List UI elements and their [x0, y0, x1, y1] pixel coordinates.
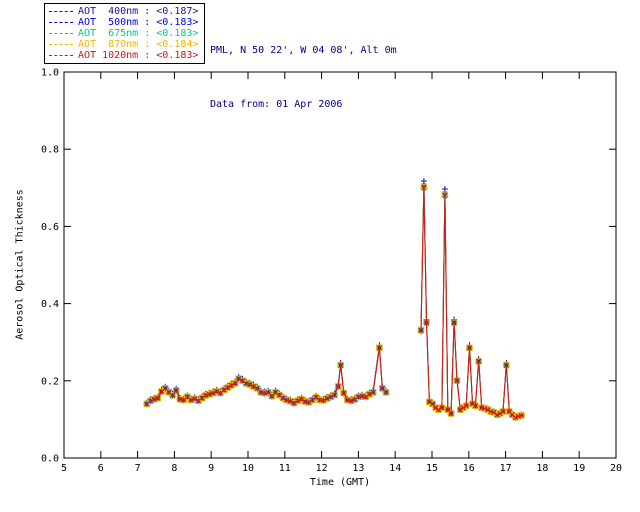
- x-tick-label: 9: [208, 463, 214, 474]
- x-tick-label: 12: [316, 463, 328, 474]
- x-tick-label: 7: [135, 463, 141, 474]
- legend-line-swatch: [49, 55, 73, 56]
- legend-entry-label: AOT 400nm : <0.187>: [78, 6, 199, 17]
- legend-entry-label: AOT 675nm : <0.183>: [78, 28, 199, 39]
- plot-frame: [63, 71, 617, 459]
- legend-entry-aot-500nm: AOT 500nm : <0.183>: [49, 17, 198, 28]
- legend-entry-aot-1020nm: AOT 1020nm : <0.183>: [49, 50, 198, 61]
- y-axis-label: Aerosol Optical Thickness: [14, 189, 26, 340]
- series-aot-1020nm: [144, 185, 524, 421]
- x-axis-ticks: 5 6 7 8 9 10 11 12 13 14 15 16 17 18 19 20: [61, 72, 622, 474]
- x-tick-label: 18: [536, 463, 548, 474]
- legend-line-swatch: [49, 33, 73, 34]
- legend-entry-label: AOT 500nm : <0.183>: [78, 17, 199, 28]
- legend-entry-label: AOT 1020nm : <0.183>: [78, 50, 199, 61]
- header-block: PML, N 50 22', W 04 08', Alt 0m Data fro…: [210, 6, 397, 150]
- legend-line-swatch: [49, 11, 73, 12]
- x-tick-label: 5: [61, 463, 67, 474]
- y-tick-label: 1.0: [41, 68, 59, 79]
- y-tick-label: 0.8: [41, 145, 59, 156]
- y-tick-label: 0.6: [41, 222, 59, 233]
- legend-entry-aot-870nm: AOT 870nm : <0.184>: [49, 39, 198, 50]
- x-tick-label: 10: [242, 463, 254, 474]
- y-tick-label: 0.0: [41, 454, 59, 465]
- legend-entries: AOT 400nm : <0.187> AOT 500nm : <0.183> AO…: [49, 6, 198, 61]
- x-tick-label: 16: [463, 463, 475, 474]
- x-tick-label: 14: [389, 463, 401, 474]
- legend-line-swatch: [49, 22, 73, 23]
- y-axis-ticks: 0.0 0.2 0.4 0.6 0.8 1.0: [41, 68, 616, 465]
- legend-line-swatch: [49, 44, 73, 45]
- legend-entry-aot-400nm: AOT 400nm : <0.187>: [49, 6, 198, 17]
- data-date-line: Data from: 01 Apr 2006: [210, 99, 343, 110]
- x-axis-label: Time (GMT): [309, 477, 371, 488]
- y-tick-label: 0.2: [41, 376, 59, 387]
- y-tick-label: 0.4: [41, 299, 59, 310]
- legend-entry-aot-675nm: AOT 675nm : <0.183>: [49, 28, 198, 39]
- x-tick-label: 15: [426, 463, 438, 474]
- x-tick-label: 20: [610, 463, 622, 474]
- x-tick-label: 11: [279, 463, 291, 474]
- x-tick-label: 19: [573, 463, 585, 474]
- x-tick-label: 13: [352, 463, 364, 474]
- x-tick-label: 8: [171, 463, 177, 474]
- x-tick-label: 17: [500, 463, 512, 474]
- legend-entry-label: AOT 870nm : <0.184>: [78, 39, 199, 50]
- site-info-line: PML, N 50 22', W 04 08', Alt 0m: [210, 45, 397, 56]
- legend-box: AOT 400nm : <0.187> AOT 500nm : <0.183> AO…: [44, 3, 206, 64]
- x-tick-label: 6: [98, 463, 104, 474]
